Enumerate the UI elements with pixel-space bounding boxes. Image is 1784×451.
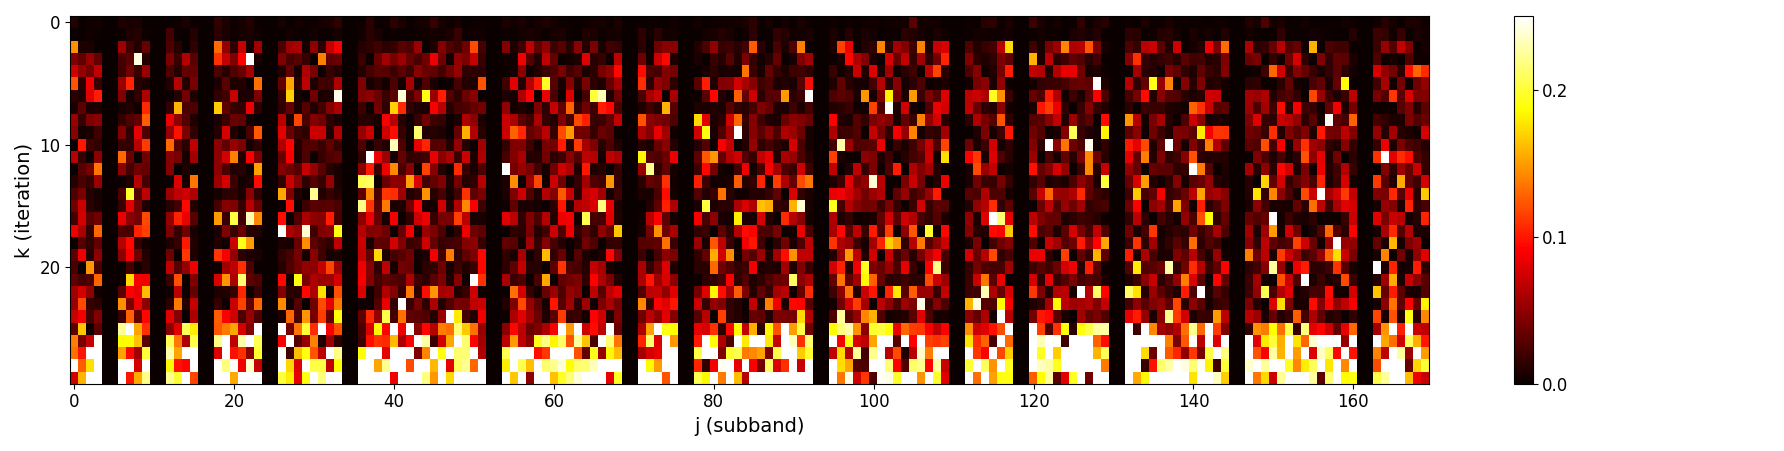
Y-axis label: k (iteration): k (iteration) [14, 143, 34, 258]
X-axis label: j (subband): j (subband) [694, 417, 805, 436]
